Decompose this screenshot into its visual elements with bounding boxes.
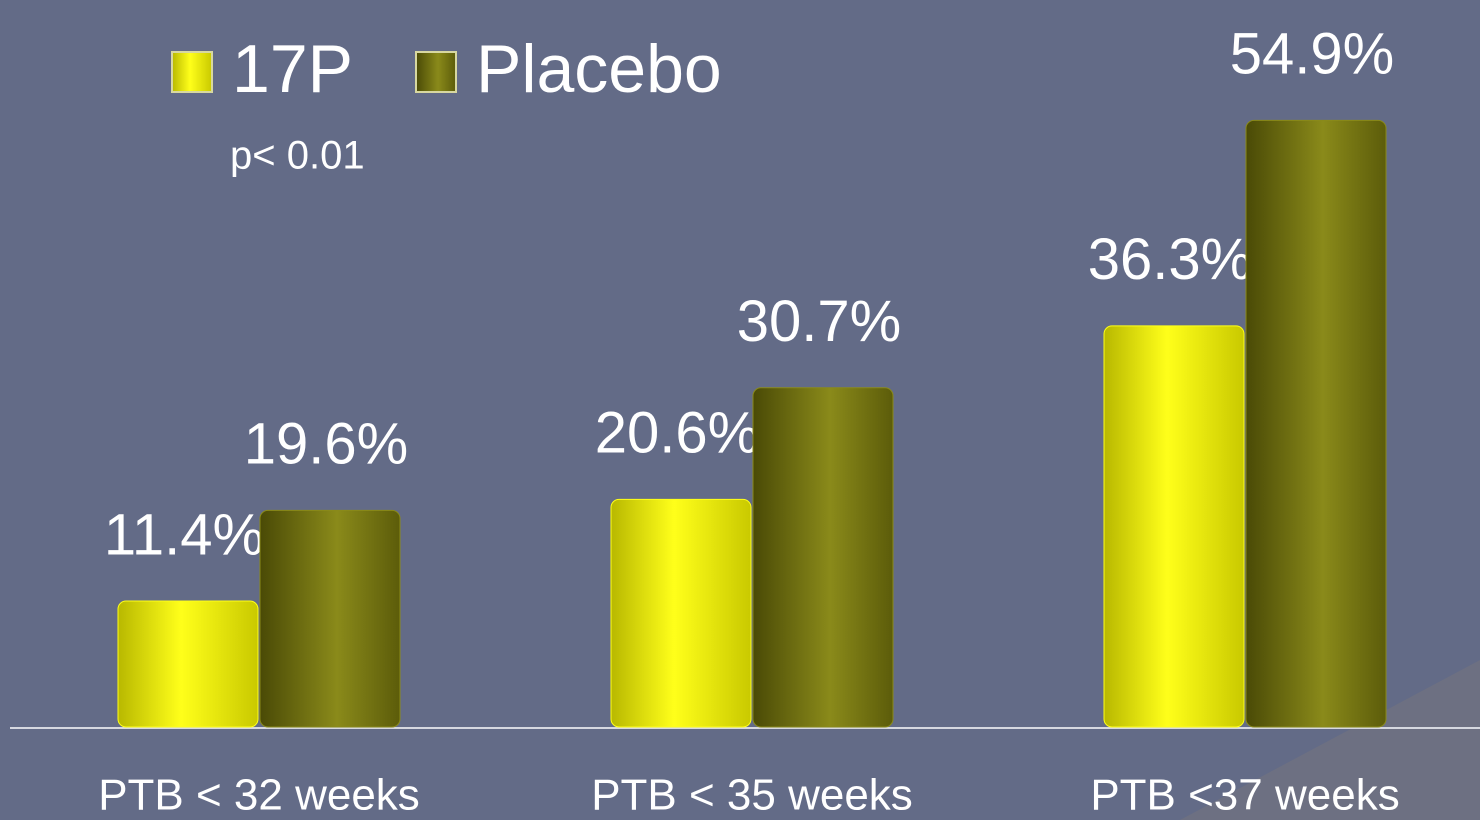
bar: [117, 600, 259, 728]
x-tick-label: PTB <37 weeks: [1090, 771, 1399, 820]
data-label: 20.6%: [595, 401, 759, 466]
data-label: 36.3%: [1088, 227, 1252, 292]
data-label: 11.4%: [104, 502, 264, 567]
data-label: 54.9%: [1230, 22, 1394, 87]
decoration: [1180, 660, 1480, 820]
legend-label: 17P: [232, 31, 353, 107]
x-tick-label: PTB < 32 weeks: [98, 771, 420, 820]
legend-swatch: [171, 51, 213, 93]
bar: [1245, 119, 1387, 728]
bar: [259, 509, 401, 728]
x-tick-label: PTB < 35 weeks: [591, 771, 913, 820]
legend-label: Placebo: [476, 31, 722, 107]
bar: [610, 498, 752, 728]
bar: [1103, 325, 1245, 728]
annotation: p< 0.01: [230, 134, 365, 178]
bar: [752, 387, 894, 728]
data-label: 30.7%: [737, 289, 901, 354]
legend-swatch: [415, 51, 457, 93]
data-label: 19.6%: [244, 412, 408, 477]
